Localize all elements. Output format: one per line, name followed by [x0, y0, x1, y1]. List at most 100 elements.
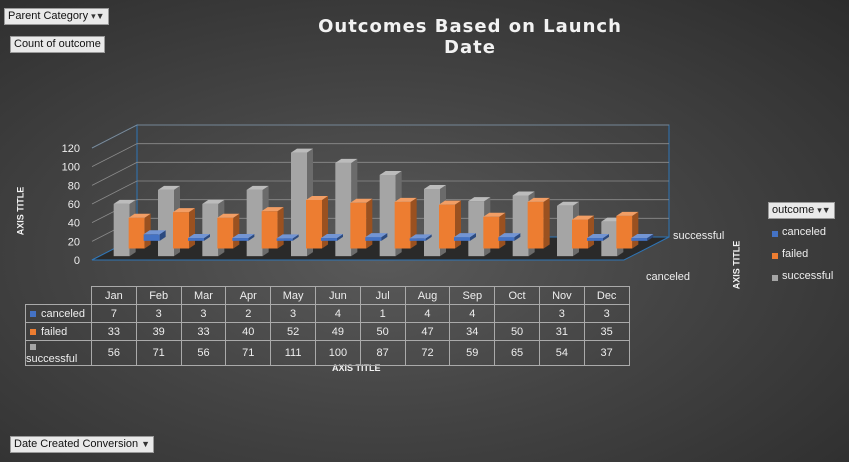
bar-failed-apr-front — [262, 211, 278, 248]
data-label: 4 — [315, 305, 360, 323]
bar-canceled-aug-front — [454, 237, 470, 241]
series-swatch — [30, 311, 36, 317]
data-label: 71 — [136, 341, 181, 366]
bar-failed-aug-front — [439, 205, 455, 249]
data-label: 39 — [136, 323, 181, 341]
data-label: 34 — [450, 323, 495, 341]
data-label: 3 — [136, 305, 181, 323]
data-label: 100 — [315, 341, 360, 366]
data-label: 4 — [405, 305, 450, 323]
bar-successful-jun-front — [335, 163, 351, 256]
data-label: 50 — [495, 323, 540, 341]
legend-swatch-failed — [772, 253, 778, 259]
data-label: 2 — [226, 305, 271, 323]
bar-failed-may-front — [306, 200, 322, 249]
legend-label-failed: failed — [782, 248, 808, 260]
x-tick-label: Dec — [584, 287, 629, 305]
data-label: 35 — [584, 323, 629, 341]
bar-failed-dec — [616, 212, 638, 249]
legend-swatch-successful — [772, 275, 778, 281]
data-label: 87 — [360, 341, 405, 366]
series-swatch — [30, 329, 36, 335]
bar-failed-nov — [572, 216, 594, 249]
table-row-header: canceled — [26, 305, 92, 323]
bar-failed-apr-side — [278, 207, 284, 248]
bar-failed-feb-front — [173, 212, 189, 248]
data-label: 111 — [271, 341, 316, 366]
data-label: 50 — [360, 323, 405, 341]
bar-successful-mar-front — [202, 204, 218, 256]
bar-failed-mar-side — [233, 214, 239, 249]
x-tick-label: Feb — [136, 287, 181, 305]
bar-failed-jun-front — [350, 203, 366, 249]
legend-label-canceled: canceled — [782, 226, 826, 238]
bar-successful-oct-front — [513, 196, 529, 257]
bar-successful-may-front — [291, 153, 307, 257]
bar-failed-oct-side — [544, 198, 550, 249]
table-row-header: successful — [26, 341, 92, 366]
y-tick-label: 120 — [62, 143, 80, 155]
x-tick-label: Jun — [315, 287, 360, 305]
data-label: 3 — [271, 305, 316, 323]
bar-canceled-jan-front — [144, 234, 160, 241]
filter-icon: ▾▼ — [817, 203, 830, 218]
bar-failed-feb — [173, 208, 195, 248]
bar-canceled-jun-front — [365, 237, 381, 241]
data-label: 33 — [181, 323, 226, 341]
bar-successful-sep-front — [468, 201, 484, 256]
y-tick-label: 80 — [68, 180, 80, 192]
bar-failed-aug — [439, 201, 461, 249]
bar-canceled-nov-front — [587, 238, 603, 241]
bar-failed-jul — [395, 198, 417, 249]
bar-failed-apr — [262, 207, 284, 248]
gridline — [92, 125, 669, 148]
bar-canceled-apr-front — [277, 238, 293, 241]
data-label: 37 — [584, 341, 629, 366]
bar-canceled-may-front — [321, 238, 337, 241]
bar-successful-jan-front — [114, 204, 130, 256]
data-label: 1 — [360, 305, 405, 323]
y-tick-label: 20 — [68, 236, 80, 248]
data-label: 4 — [450, 305, 495, 323]
x-tick-label: Jul — [360, 287, 405, 305]
data-label: 7 — [92, 305, 137, 323]
outcome-legend-title: outcome — [772, 204, 814, 216]
bar-failed-sep-front — [483, 217, 499, 249]
legend-swatch-canceled — [772, 231, 778, 237]
table-row: canceled 7 3 3 2 3 4 1 4 4 3 3 — [26, 305, 630, 323]
data-label: 72 — [405, 341, 450, 366]
x-tick-label: Mar — [181, 287, 226, 305]
legend-item-canceled[interactable]: canceled — [768, 225, 835, 247]
bar-failed-mar — [217, 214, 239, 249]
data-label: 65 — [495, 341, 540, 366]
data-label: 56 — [92, 341, 137, 366]
bar-failed-jun — [350, 199, 372, 249]
bar-failed-mar-front — [217, 218, 233, 249]
y-tick-label: 100 — [62, 162, 80, 174]
x-tick-label: Aug — [405, 287, 450, 305]
legend-item-successful[interactable]: successful — [768, 269, 835, 291]
bar-canceled-dec-front — [631, 238, 647, 241]
bar-canceled-jul-front — [410, 238, 426, 241]
legend: outcome ▾▼ canceled failed successful — [768, 202, 835, 291]
data-label: 3 — [181, 305, 226, 323]
depth-label-successful: successful — [673, 230, 724, 242]
data-label: 52 — [271, 323, 316, 341]
table-row-header: failed — [26, 323, 92, 341]
y-tick-label: 60 — [68, 199, 80, 211]
bar-failed-nov-front — [572, 220, 588, 249]
bar-failed-dec-side — [632, 212, 638, 249]
bar-successful-feb-front — [158, 190, 174, 256]
table-header-row: Jan Feb Mar Apr May Jun Jul Aug Sep Oct Nov Dec — [26, 287, 630, 305]
bar-successful-nov-front — [557, 206, 573, 256]
legend-label-successful: successful — [782, 270, 833, 282]
bar-failed-jan-front — [129, 218, 145, 249]
x-tick-label: Jan — [92, 287, 137, 305]
outcome-filter-button[interactable]: outcome ▾▼ — [768, 202, 835, 219]
data-label: 59 — [450, 341, 495, 366]
data-label: 54 — [539, 341, 584, 366]
legend-item-failed[interactable]: failed — [768, 247, 835, 269]
bar-canceled-feb-front — [188, 238, 204, 241]
bar-successful-jul-front — [380, 175, 396, 256]
bar-failed-jul-side — [411, 198, 417, 249]
